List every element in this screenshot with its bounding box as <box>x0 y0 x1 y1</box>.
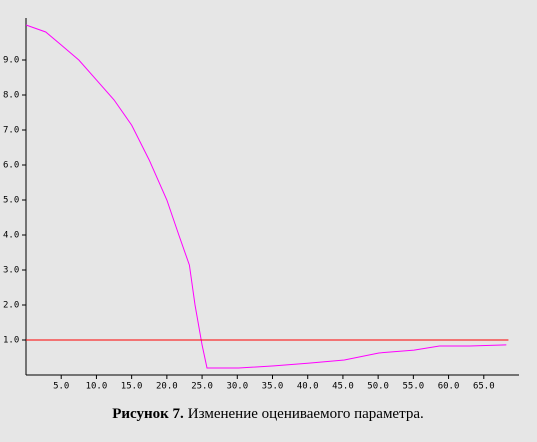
caption-label: Рисунок 7. <box>112 406 184 422</box>
x-tick-label: 60.0 <box>438 382 460 392</box>
x-tick-label: 30.0 <box>226 382 248 392</box>
x-tick-label: 10.0 <box>86 382 108 392</box>
x-tick-label: 65.0 <box>473 382 495 392</box>
x-tick-label: 55.0 <box>403 382 425 392</box>
y-tick-label: 9.0 <box>3 56 19 66</box>
caption-text: Изменение оцениваемого параметра. <box>188 406 424 422</box>
y-tick-label: 4.0 <box>3 231 19 241</box>
x-tick-label: 20.0 <box>156 382 178 392</box>
y-tick-label: 8.0 <box>3 91 19 101</box>
x-tick-label: 35.0 <box>262 382 284 392</box>
y-tick-label: 3.0 <box>3 266 19 276</box>
y-tick-label: 6.0 <box>3 161 19 171</box>
x-tick-label: 40.0 <box>297 382 319 392</box>
x-tick-label: 45.0 <box>332 382 354 392</box>
x-tick-label: 25.0 <box>191 382 213 392</box>
x-tick-label: 50.0 <box>367 382 389 392</box>
x-tick-label: 15.0 <box>121 382 143 392</box>
data-line <box>25 24 507 369</box>
x-tick-label: 5.0 <box>53 382 69 392</box>
y-tick-label: 5.0 <box>3 196 19 206</box>
caption: Рисунок 7. Изменение оцениваемого парамет… <box>112 406 424 422</box>
y-tick-label: 1.0 <box>3 336 19 346</box>
y-tick-label: 7.0 <box>3 126 19 136</box>
y-tick-label: 2.0 <box>3 301 19 311</box>
